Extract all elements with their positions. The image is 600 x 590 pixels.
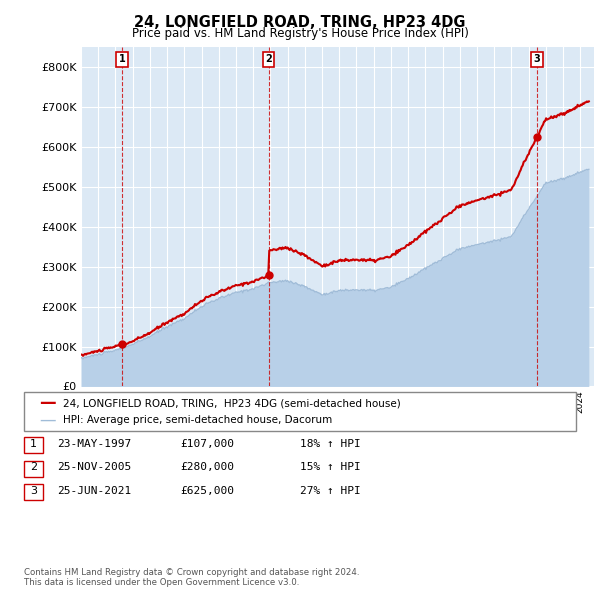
- Text: Contains HM Land Registry data © Crown copyright and database right 2024.
This d: Contains HM Land Registry data © Crown c…: [24, 568, 359, 587]
- Text: £280,000: £280,000: [180, 463, 234, 472]
- Text: HPI: Average price, semi-detached house, Dacorum: HPI: Average price, semi-detached house,…: [63, 415, 332, 425]
- Text: 24, LONGFIELD ROAD, TRING,  HP23 4DG (semi-detached house): 24, LONGFIELD ROAD, TRING, HP23 4DG (sem…: [63, 398, 401, 408]
- Text: 25-NOV-2005: 25-NOV-2005: [57, 463, 131, 472]
- Text: —: —: [39, 394, 56, 412]
- Text: 24, LONGFIELD ROAD, TRING, HP23 4DG: 24, LONGFIELD ROAD, TRING, HP23 4DG: [134, 15, 466, 30]
- Text: 25-JUN-2021: 25-JUN-2021: [57, 486, 131, 496]
- Text: £625,000: £625,000: [180, 486, 234, 496]
- Text: —: —: [39, 411, 56, 429]
- Text: 18% ↑ HPI: 18% ↑ HPI: [300, 439, 361, 448]
- Text: 2: 2: [30, 463, 37, 472]
- Text: 2: 2: [265, 54, 272, 64]
- Text: Price paid vs. HM Land Registry's House Price Index (HPI): Price paid vs. HM Land Registry's House …: [131, 27, 469, 40]
- Text: 15% ↑ HPI: 15% ↑ HPI: [300, 463, 361, 472]
- Text: £107,000: £107,000: [180, 439, 234, 448]
- Text: 3: 3: [533, 54, 540, 64]
- Text: 1: 1: [119, 54, 125, 64]
- Text: 23-MAY-1997: 23-MAY-1997: [57, 439, 131, 448]
- Text: 27% ↑ HPI: 27% ↑ HPI: [300, 486, 361, 496]
- Text: 3: 3: [30, 486, 37, 496]
- Text: 1: 1: [30, 439, 37, 448]
